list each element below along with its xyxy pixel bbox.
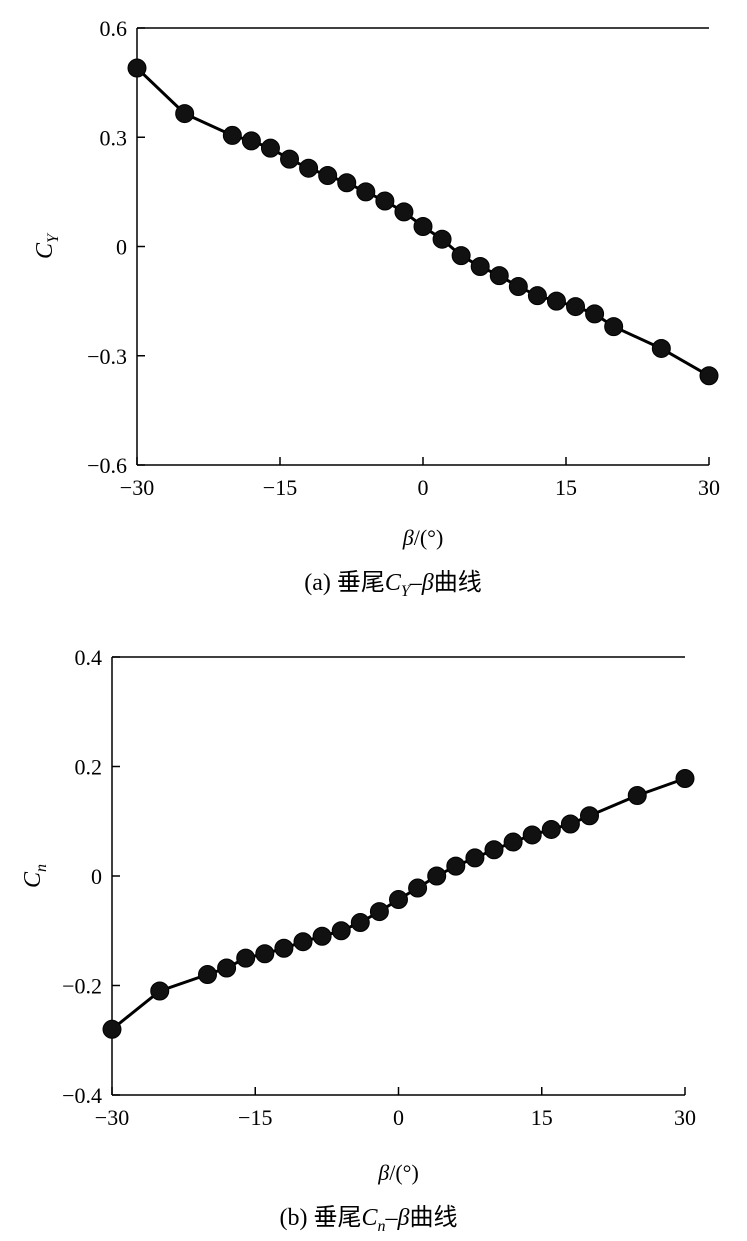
chart-a-y-tick-label: −0.6 xyxy=(87,453,127,478)
chart-a-data-point xyxy=(508,277,528,297)
chart-a-y-tick-label: 0.6 xyxy=(100,16,128,41)
chart-a-data-point xyxy=(337,173,357,193)
chart-a-x-tick-label: 0 xyxy=(418,475,429,500)
chart-b-data-point xyxy=(102,1019,122,1039)
chart-a-data-point xyxy=(175,104,195,124)
chart-b-x-axis-label: β/(°) xyxy=(377,1160,419,1185)
chart-a-data-point xyxy=(546,291,566,311)
chart-b-x-tick-label: −30 xyxy=(95,1105,129,1130)
chart-b-data-point xyxy=(560,814,580,834)
chart-b-y-tick-label: −0.4 xyxy=(62,1083,102,1108)
chart-a-y-tick-label: −0.3 xyxy=(87,344,127,369)
chart-a-data-point xyxy=(451,246,471,266)
chart-a-data-point xyxy=(432,229,452,249)
chart-b-y-tick-label: 0.4 xyxy=(75,645,103,670)
chart-b-data-point xyxy=(293,932,313,952)
chart-b-y-axis-label: Cn xyxy=(20,864,50,888)
chart-b-data-point xyxy=(236,948,256,968)
chart-b-y-tick-label: −0.2 xyxy=(62,974,102,999)
chart-a-caption: (a) 垂尾CY–β曲线 xyxy=(304,569,482,600)
chart-b-data-point xyxy=(427,866,447,886)
chart-b-data-point xyxy=(255,944,275,964)
chart-a-data-point xyxy=(699,366,719,386)
chart-a-data-point xyxy=(413,216,433,236)
chart-a-x-axis-label: β/(°) xyxy=(402,525,444,550)
chart-b-data-point xyxy=(331,921,351,941)
chart-a-data-point xyxy=(470,257,490,277)
chart-panel-a: −0.6 −0.3 0 0.3 0.6 −30 −15 0 15 30 CY β/(°) (a) 垂尾C… xyxy=(32,16,720,600)
chart-b-data-point xyxy=(408,878,428,898)
chart-b-data-point xyxy=(274,938,294,958)
chart-a-data-point xyxy=(356,182,376,202)
chart-b-data-point xyxy=(150,981,170,1001)
chart-a-data-point xyxy=(394,202,414,222)
chart-a-data-point xyxy=(651,338,671,358)
chart-b-x-tick-label: −15 xyxy=(238,1105,272,1130)
chart-b-caption: (b) 垂尾Cn–β曲线 xyxy=(280,1204,458,1235)
chart-a-x-tick-label: −15 xyxy=(263,475,297,500)
chart-b-data-point xyxy=(503,832,523,852)
chart-b-data-point xyxy=(312,926,332,946)
chart-a-data-point xyxy=(318,165,338,185)
chart-a-data-point xyxy=(241,131,261,151)
chart-b-data-point xyxy=(369,902,389,922)
chart-a-data-point xyxy=(299,158,319,178)
chart-b-data-point xyxy=(580,806,599,826)
chart-b-data-point xyxy=(484,840,504,860)
chart-b-data-point xyxy=(465,848,485,868)
chart-b-x-tick-label: 0 xyxy=(393,1105,404,1130)
chart-b-x-tick-label: 15 xyxy=(531,1105,553,1130)
chart-a-data-point xyxy=(375,191,395,211)
chart-a-y-tick-label: 0.3 xyxy=(100,125,128,150)
chart-panel-b: −0.4 −0.2 0 0.2 0.4 −30 −15 0 15 30 Cn β/(°) (b) 垂尾C… xyxy=(20,645,696,1235)
chart-a-data-point xyxy=(280,149,300,169)
chart-a-data-point xyxy=(489,266,509,286)
chart-b-data-point xyxy=(675,769,695,789)
chart-a-data-point xyxy=(222,125,242,145)
chart-b-x-tick-label: 30 xyxy=(674,1105,696,1130)
chart-a-y-axis-label: CY xyxy=(32,232,62,259)
chart-b-data-point xyxy=(198,965,217,985)
chart-b-data-point xyxy=(627,786,647,806)
chart-b-data-point xyxy=(522,825,542,845)
chart-a-x-tick-label: 15 xyxy=(555,475,577,500)
chart-a-data-point xyxy=(604,317,624,337)
chart-b-data-point xyxy=(389,890,408,910)
chart-a-data-point xyxy=(566,297,586,317)
chart-a-y-tick-label: 0 xyxy=(116,235,127,260)
chart-a-x-tick-label: −30 xyxy=(120,475,154,500)
chart-b-data-point xyxy=(350,913,370,933)
chart-a-data-point xyxy=(127,58,147,78)
chart-b-y-tick-label: 0 xyxy=(91,864,102,889)
chart-a-data-point xyxy=(260,138,280,158)
chart-a-data-point xyxy=(585,304,605,324)
chart-b-data-point xyxy=(446,856,466,876)
chart-a-data-point xyxy=(527,286,547,306)
chart-b-y-tick-label: 0.2 xyxy=(75,755,103,780)
chart-b-data-point xyxy=(541,819,561,839)
chart-a-x-tick-label: 30 xyxy=(698,475,720,500)
chart-b-data-point xyxy=(217,958,237,978)
